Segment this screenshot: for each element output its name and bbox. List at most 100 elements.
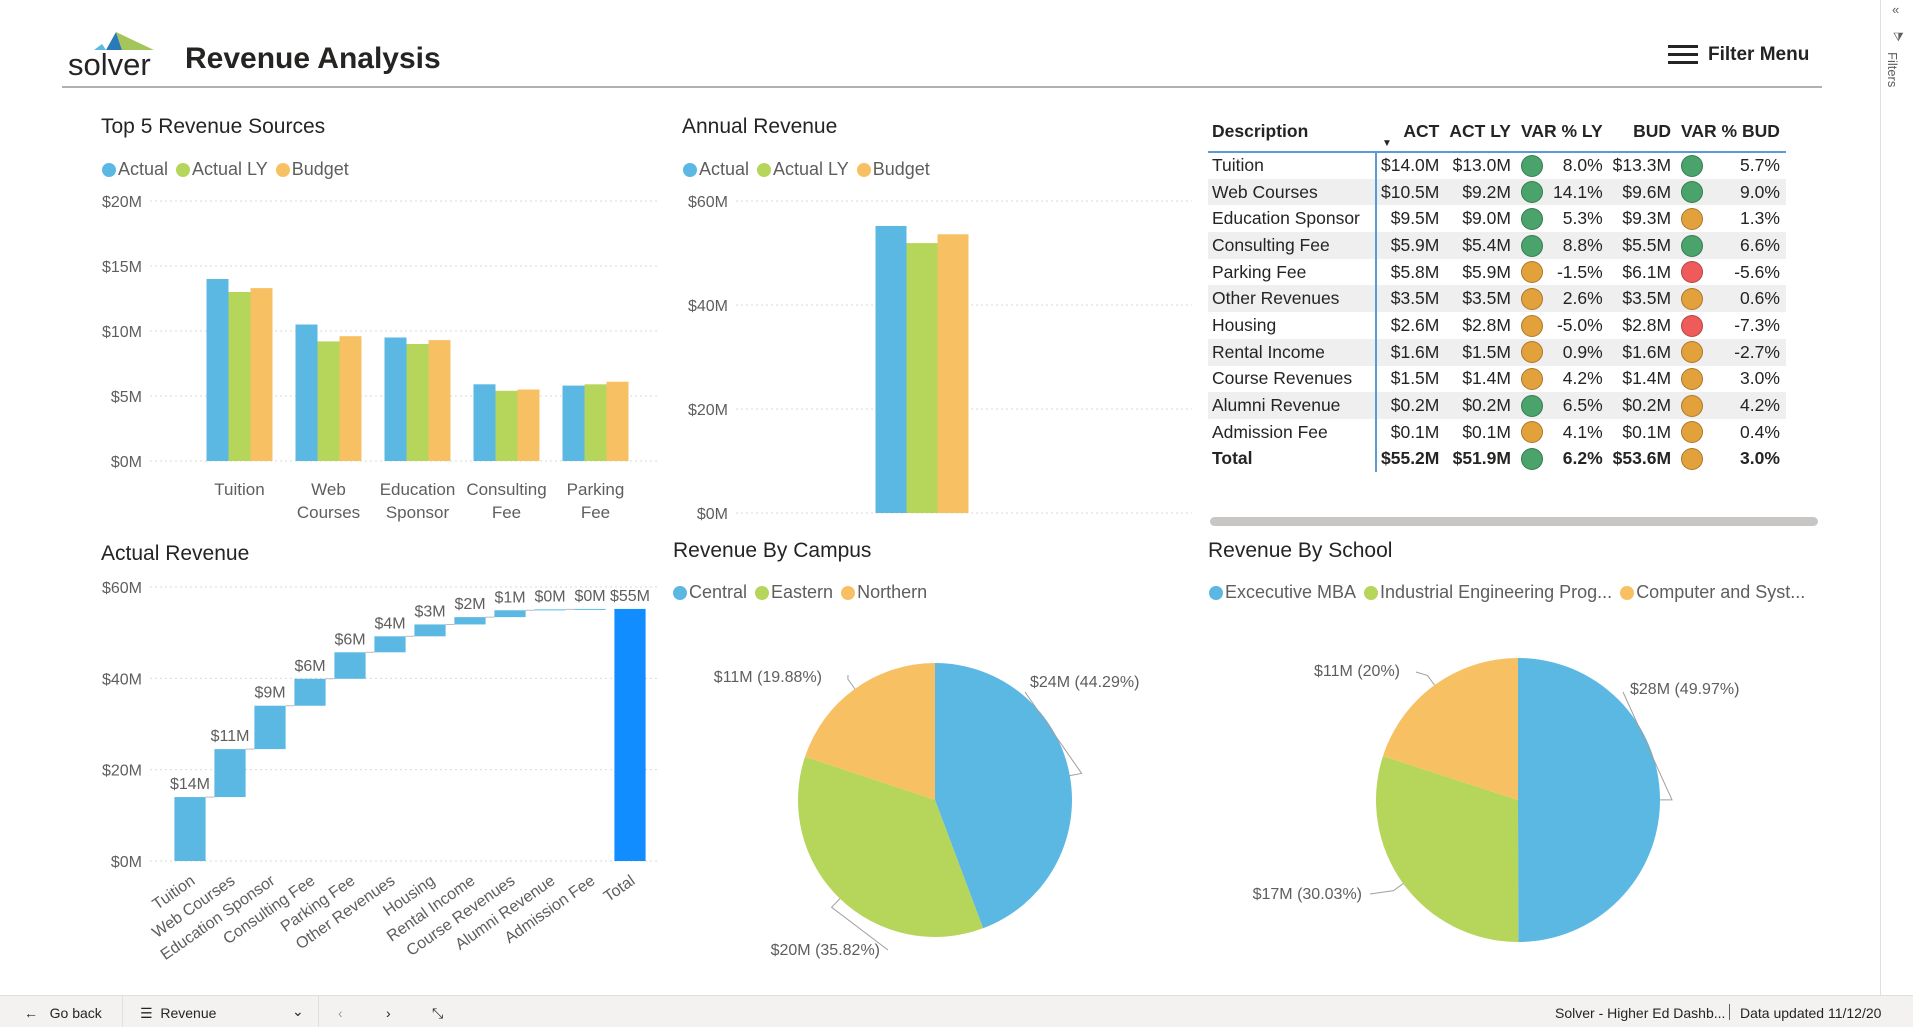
cell-act-ly: $5.9M	[1462, 261, 1511, 282]
table-total-row[interactable]: Total $55.2M $51.9M 6.2% $53.6M 3.0%	[1208, 445, 1786, 473]
cell-act-ly: $1.4M	[1462, 368, 1511, 389]
legend-item-actual-ly[interactable]: Actual LY	[757, 159, 849, 180]
cell-var-bud: 3.0%	[1740, 368, 1780, 389]
cell-var-ly: 6.2%	[1562, 448, 1603, 469]
report-name: Solver - Higher Ed Dashb...	[1555, 1005, 1726, 1021]
cell-var-ly: 4.2%	[1562, 368, 1603, 389]
legend-item-actual[interactable]: Actual	[683, 159, 749, 180]
cell-act: $9.5M	[1390, 208, 1440, 229]
table-row[interactable]: Rental Income $1.6M $1.5M 0.9% $1.6M -2.7%	[1208, 338, 1786, 366]
cell-description: Total	[1208, 445, 1377, 473]
cell-act: $55.2M	[1381, 448, 1440, 469]
legend-item-budget[interactable]: Budget	[856, 159, 930, 180]
table-row[interactable]: Education Sponsor $9.5M $9.0M 5.3% $9.3M 1.3%	[1208, 205, 1786, 233]
filters-pane[interactable]: « ⧩ Filters	[1880, 0, 1913, 995]
status-indicator-icon	[1681, 207, 1704, 230]
legend-item-eastern[interactable]: Eastern	[755, 582, 833, 603]
legend-item-actual-ly[interactable]: Actual LY	[176, 159, 268, 180]
actual-revenue-title: Actual Revenue	[101, 542, 250, 565]
legend-item-central[interactable]: Central	[673, 582, 747, 603]
solver-logo: solver	[66, 30, 166, 82]
y-tick-label: $40M	[688, 298, 728, 315]
cell-var-bud: 6.6%	[1707, 232, 1786, 259]
bar-actual-ly	[495, 390, 518, 461]
legend-item-industrial-engineering[interactable]: Industrial Engineering Prog...	[1364, 582, 1612, 603]
col-header-description[interactable]: Description	[1208, 112, 1376, 153]
x-tick-label: Fee	[581, 503, 610, 522]
table-row[interactable]: Parking Fee $5.8M $5.9M -1.5% $6.1M -5.6%	[1208, 258, 1786, 286]
x-tick-label: Courses	[297, 503, 360, 522]
table-row[interactable]: Other Revenues $3.5M $3.5M 2.6% $3.5M 0.6%	[1208, 285, 1786, 313]
cell-var-ly: 14.1%	[1546, 178, 1609, 206]
col-header-act-ly[interactable]: ACT LY	[1445, 112, 1517, 153]
status-indicator-icon	[1681, 448, 1704, 471]
cell-var-ly: 8.8%	[1546, 232, 1609, 259]
cell-var-ly: -1.5%	[1556, 261, 1603, 282]
table-row[interactable]: Housing $2.6M $2.8M -5.0% $2.8M -7.3%	[1208, 312, 1786, 339]
status-indicator-icon	[1681, 155, 1704, 178]
waterfall-bar	[214, 749, 246, 798]
y-tick-label: $0M	[697, 506, 728, 523]
col-header-bud[interactable]: BUD	[1608, 112, 1678, 153]
bar-budget	[606, 381, 629, 461]
header-divider	[62, 86, 1822, 88]
legend-item-northern[interactable]: Northern	[841, 582, 927, 603]
previous-page-icon[interactable]: ‹	[338, 1005, 343, 1021]
cell-act: $5.8M	[1390, 261, 1440, 282]
cell-bud: $13.3M	[1612, 155, 1672, 176]
waterfall-bar	[494, 610, 526, 618]
cell-var-bud: 4.2%	[1707, 392, 1786, 419]
logo-text: solver	[68, 47, 151, 80]
cell-act-ly: $13.0M	[1452, 155, 1511, 176]
cell-description: Alumni Revenue	[1208, 392, 1377, 419]
data-label: $4M	[374, 615, 405, 632]
table-row[interactable]: Admission Fee $0.1M $0.1M 4.1% $0.1M 0.4%	[1208, 418, 1786, 446]
table-horizontal-scrollbar[interactable]	[1210, 517, 1818, 526]
cell-var-ly-indicator	[1516, 232, 1547, 259]
cell-var-ly-indicator	[1516, 338, 1547, 366]
cell-description: Housing	[1208, 312, 1377, 339]
cell-act: $2.6M	[1390, 314, 1440, 335]
filter-menu-label: Filter Menu	[1708, 44, 1810, 65]
go-back-button[interactable]: ← Go back	[24, 1005, 102, 1021]
fit-page-icon[interactable]: ⤡	[432, 1005, 444, 1021]
bar-actual-ly	[228, 292, 251, 461]
cell-description: Consulting Fee	[1208, 232, 1377, 259]
table-row[interactable]: Web Courses $10.5M $9.2M 14.1% $9.6M 9.0%	[1208, 178, 1786, 206]
legend-item-budget[interactable]: Budget	[275, 159, 349, 180]
bar-budget	[339, 336, 362, 461]
col-header-var-ly[interactable]: VAR % LY	[1516, 112, 1609, 153]
status-indicator-icon	[1520, 314, 1543, 337]
data-label: $0M	[534, 588, 565, 605]
filter-menu-button[interactable]: Filter Menu	[1668, 44, 1809, 66]
table-row[interactable]: Course Revenues $1.5M $1.4M 4.2% $1.4M 3.0%	[1208, 365, 1786, 393]
cell-description: Tuition	[1208, 152, 1377, 179]
expand-chevron-icon[interactable]: «	[1892, 2, 1900, 17]
table-row[interactable]: Consulting Fee $5.9M $5.4M 8.8% $5.5M 6.6%	[1208, 232, 1786, 259]
cell-description: Education Sponsor	[1208, 205, 1377, 233]
status-indicator-icon	[1520, 261, 1543, 284]
bar-actual	[384, 337, 407, 461]
campus-title: Revenue By Campus	[673, 539, 872, 562]
x-tick-label: Sponsor	[386, 503, 450, 522]
legend-item-computer-systems[interactable]: Computer and Syst...	[1620, 582, 1805, 603]
cell-act: $1.5M	[1390, 368, 1440, 389]
cell-bud: $53.6M	[1612, 448, 1672, 469]
status-indicator-icon	[1520, 207, 1543, 230]
table-row[interactable]: Tuition $14.0M $13.0M 8.0% $13.3M 5.7%	[1208, 152, 1786, 179]
legend-item-actual[interactable]: Actual	[102, 159, 168, 180]
page-selector[interactable]: ☰ Revenue ⌄	[140, 1003, 304, 1021]
table-row[interactable]: Alumni Revenue $0.2M $0.2M 6.5% $0.2M 4.2%	[1208, 392, 1786, 419]
y-tick-label: $0M	[111, 454, 142, 471]
cell-var-bud: 5.7%	[1740, 155, 1780, 176]
col-header-var-bud[interactable]: VAR % BUD	[1677, 112, 1786, 153]
col-header-act[interactable]: ACT ▼	[1376, 112, 1446, 153]
cell-var-bud-indicator	[1677, 285, 1708, 313]
next-page-icon[interactable]: ›	[386, 1005, 391, 1021]
cell-var-ly-indicator	[1517, 419, 1547, 446]
status-indicator-icon	[1681, 181, 1704, 204]
bar-actual-ly	[317, 341, 340, 461]
bar-budget	[250, 288, 273, 461]
legend-item-executive-mba[interactable]: Excecutive MBA	[1209, 582, 1356, 603]
x-tick-label: Fee	[492, 503, 521, 522]
